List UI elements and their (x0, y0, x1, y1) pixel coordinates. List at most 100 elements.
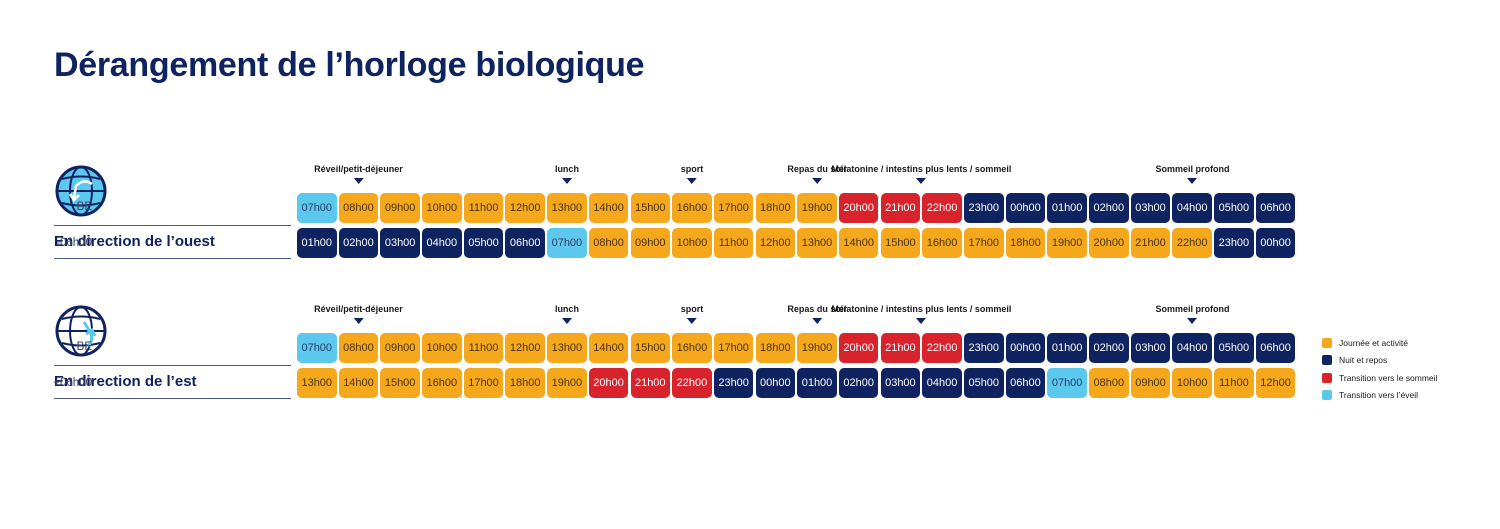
time-cell: 04h00 (1172, 333, 1212, 363)
legend-label-sleep: Transition vers le sommeil (1339, 372, 1438, 383)
timeline-marker: sport (680, 164, 704, 184)
time-cell: 17h00 (713, 333, 754, 363)
time-cell: 02h00 (838, 368, 879, 398)
time-cell: 11h00 (463, 333, 504, 363)
legend-item-day: Journée et activité (1322, 334, 1437, 352)
time-cell: 01h00 (297, 228, 337, 258)
marker-arrow-icon (916, 178, 927, 184)
marker-label: lunch (554, 304, 579, 314)
time-cell: 04h00 (422, 228, 462, 258)
time-cell: 00h00 (1255, 228, 1296, 258)
time-cell: 00h00 (1005, 333, 1046, 363)
legend-swatch-sleep (1322, 372, 1332, 383)
timeline-marker: Repas du soir (787, 164, 847, 184)
divider-top-west (54, 225, 291, 226)
time-cell: 13h00 (547, 193, 587, 223)
time-cell: 09h00 (630, 228, 670, 258)
legend-swatch-day (1322, 337, 1332, 348)
time-cell: 06h00 (1005, 368, 1046, 398)
time-cell: 00h00 (1005, 193, 1046, 223)
time-cell: 05h00 (463, 228, 504, 258)
time-cell: 22h00 (672, 368, 712, 398)
time-cell: 22h00 (1172, 228, 1212, 258)
time-cell: 13h00 (797, 228, 837, 258)
divider-bottom-east (54, 398, 291, 399)
time-cell: 07h00 (547, 228, 587, 258)
time-cell: 11h00 (463, 193, 504, 223)
time-cell: 07h00 (297, 333, 337, 363)
divider-top-east (54, 365, 291, 366)
timeline-marker: Réveil/petit-déjeuner (314, 164, 403, 184)
time-cell: 20h00 (838, 193, 879, 223)
timeline-marker: Réveil/petit-déjeuner (314, 304, 403, 324)
time-cell: 19h00 (1047, 228, 1087, 258)
time-cell: 10h00 (422, 333, 462, 363)
marker-label: Sommeil profond (1155, 304, 1230, 314)
time-cell: 03h00 (1130, 193, 1171, 223)
time-cell: 13h00 (297, 368, 337, 398)
row-label-be-east: BE (76, 341, 92, 353)
row-label-offset-east: +06h00 (53, 377, 92, 389)
time-cell: 23h00 (713, 368, 754, 398)
time-cell: 19h00 (797, 333, 837, 363)
time-cell: 06h00 (505, 228, 545, 258)
section-east: Réveil/petit-déjeuner lunch sport Repas du … (0, 304, 1300, 434)
time-cell: 06h00 (1255, 333, 1296, 363)
time-cell: 17h00 (964, 228, 1004, 258)
time-cell: 19h00 (797, 193, 837, 223)
time-cell: 18h00 (1005, 228, 1046, 258)
time-cell: 18h00 (505, 368, 545, 398)
time-cell: 08h00 (338, 333, 379, 363)
time-cell: 23h00 (964, 333, 1004, 363)
time-cell: 21h00 (880, 333, 921, 363)
legend-swatch-night (1322, 355, 1332, 366)
row-offset-west: 01h00 02h00 03h00 04h00 05h00 06h00 07h00 08h00… (297, 228, 1296, 258)
time-cell: 21h00 (630, 368, 670, 398)
marker-label: Mélatonine / intestins plus lents / somm… (831, 164, 1012, 174)
time-cell: 04h00 (922, 368, 962, 398)
time-cell: 04h00 (1172, 193, 1212, 223)
page-title: Dérangement de l’horloge biologique (54, 46, 645, 84)
time-cell: 09h00 (380, 193, 420, 223)
time-cell: 08h00 (338, 193, 379, 223)
timeline-marker: Repas du soir (787, 304, 847, 324)
marker-label: Sommeil profond (1155, 164, 1230, 174)
marker-arrow-icon (353, 178, 364, 184)
marker-arrow-icon (687, 178, 698, 184)
time-cell: 06h00 (1255, 193, 1296, 223)
time-cell: 05h00 (1214, 333, 1254, 363)
time-cell: 18h00 (755, 333, 796, 363)
section-west: Réveil/petit-déjeuner lunch sport Repas du … (0, 164, 1300, 294)
time-cell: 19h00 (547, 368, 587, 398)
legend-label-day: Journée et activité (1339, 337, 1408, 348)
time-cell: 03h00 (880, 368, 921, 398)
time-cell: 15h00 (630, 333, 670, 363)
timeline-marker: Mélatonine / intestins plus lents / somm… (831, 164, 1011, 184)
row-offset-east: 13h00 14h00 15h00 16h00 17h00 18h00 19h00 20h00… (297, 368, 1296, 398)
marker-label: Réveil/petit-déjeuner (314, 304, 403, 314)
time-cell: 12h00 (1255, 368, 1296, 398)
time-cell: 05h00 (964, 368, 1004, 398)
globe-west-icon (54, 164, 108, 218)
time-cell: 16h00 (672, 193, 712, 223)
time-cell: 21h00 (1130, 228, 1171, 258)
time-cell: 11h00 (713, 228, 754, 258)
marker-label: sport (680, 164, 704, 174)
direction-title-west: En direction de l’ouest (54, 233, 215, 250)
marker-arrow-icon (1187, 178, 1198, 184)
row-be-west: 07h00 08h00 09h00 10h00 11h00 12h00 13h00 14h00… (297, 193, 1296, 223)
time-cell: 11h00 (1214, 368, 1254, 398)
direction-title-east: En direction de l’est (54, 373, 197, 390)
time-cell: 18h00 (755, 193, 796, 223)
marker-label: Repas du soir (787, 304, 847, 314)
legend-label-night: Nuit et repos (1339, 355, 1388, 366)
marker-label: lunch (554, 164, 579, 174)
time-cell: 16h00 (672, 333, 712, 363)
time-cell: 20h00 (1089, 228, 1129, 258)
marker-arrow-icon (916, 318, 927, 324)
time-cell: 15h00 (380, 368, 420, 398)
time-cell: 14h00 (588, 333, 629, 363)
time-cell: 15h00 (880, 228, 921, 258)
time-cell: 02h00 (338, 228, 379, 258)
time-cell: 17h00 (713, 193, 754, 223)
